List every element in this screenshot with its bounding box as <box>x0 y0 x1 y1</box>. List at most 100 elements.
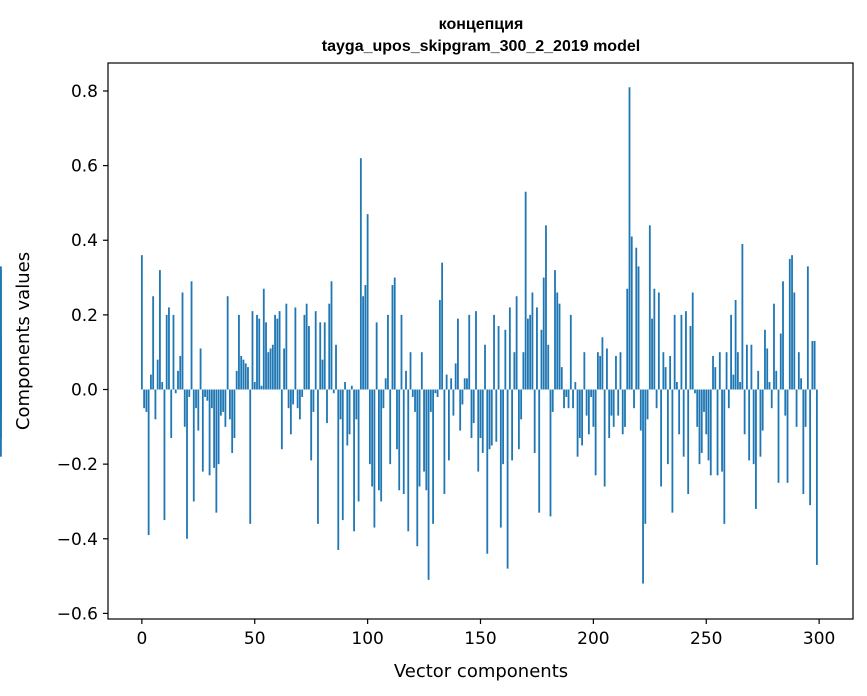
bar <box>400 314 403 390</box>
y-axis-ticks: −0.6 −0.4 −0.2 0.0 0.2 0.4 0.6 0.8 <box>57 82 108 624</box>
bar <box>463 378 466 390</box>
bar <box>447 389 450 461</box>
bar <box>788 258 791 390</box>
bar <box>384 378 387 390</box>
bar <box>603 389 606 487</box>
bar <box>786 389 789 483</box>
bar <box>382 389 385 409</box>
bar <box>452 389 455 416</box>
bar <box>610 389 613 416</box>
bar <box>707 389 710 461</box>
bar <box>601 337 604 390</box>
bar <box>303 314 306 390</box>
bar <box>238 314 240 390</box>
bar <box>226 296 229 390</box>
bar <box>757 370 760 390</box>
bar <box>797 352 800 390</box>
bar <box>806 266 809 390</box>
bar <box>802 389 805 494</box>
bar <box>168 307 170 390</box>
bar <box>691 292 694 390</box>
bar <box>339 389 342 420</box>
bar <box>540 329 543 390</box>
bar <box>662 352 665 390</box>
bar <box>335 344 337 390</box>
bar <box>522 352 525 390</box>
bar <box>524 191 527 390</box>
bar <box>337 389 340 550</box>
bar <box>321 359 324 390</box>
bar <box>698 389 701 465</box>
bar <box>639 389 642 431</box>
bar <box>391 285 394 390</box>
bar <box>287 389 290 409</box>
bar <box>240 355 243 390</box>
bar <box>443 389 446 494</box>
bar <box>398 389 401 491</box>
bar <box>736 352 739 390</box>
bar <box>154 389 157 420</box>
bar <box>529 314 532 390</box>
bar <box>587 389 590 435</box>
bar <box>470 389 473 439</box>
bar <box>310 389 313 461</box>
bar <box>258 318 261 390</box>
bar <box>655 389 658 409</box>
bar <box>414 389 416 412</box>
bar <box>700 389 703 453</box>
bar <box>359 158 362 390</box>
bar <box>432 389 434 524</box>
bar <box>393 277 396 390</box>
bar <box>621 389 624 435</box>
bar <box>149 374 152 390</box>
bar <box>490 389 493 446</box>
bar <box>495 389 498 442</box>
bar <box>775 370 778 390</box>
bar <box>213 389 216 468</box>
bar <box>536 307 538 390</box>
bar <box>782 281 784 390</box>
bar <box>0 389 2 409</box>
bar <box>174 389 177 394</box>
bar <box>276 318 279 390</box>
bar <box>596 352 599 390</box>
bar <box>165 314 168 390</box>
bar <box>332 389 335 394</box>
bar <box>265 322 267 390</box>
bar <box>427 389 430 580</box>
bar <box>271 344 274 390</box>
bar <box>630 236 633 390</box>
bar <box>680 314 683 390</box>
bar <box>515 296 518 390</box>
bar <box>312 389 315 412</box>
bar <box>368 389 371 465</box>
bar <box>294 307 297 390</box>
bar <box>685 311 687 390</box>
bar <box>438 299 441 390</box>
bar <box>459 389 462 431</box>
y-tick-label: 0.6 <box>71 157 98 177</box>
bar <box>558 303 561 390</box>
bar <box>375 322 378 390</box>
bar <box>752 389 755 465</box>
bar <box>773 303 775 390</box>
bar <box>723 389 726 524</box>
bar <box>664 367 667 390</box>
bar <box>484 344 486 390</box>
y-axis-label: Components values <box>13 252 34 430</box>
bar <box>434 389 437 394</box>
bar <box>626 288 629 390</box>
bar <box>721 389 723 472</box>
bar <box>689 326 692 390</box>
bar <box>143 389 146 409</box>
bar <box>346 389 349 446</box>
bar <box>371 389 374 487</box>
bar <box>696 389 699 427</box>
x-tick-label: 300 <box>803 629 835 649</box>
bar <box>608 389 611 439</box>
bar <box>642 389 644 584</box>
bar <box>179 355 182 390</box>
bar <box>183 389 186 427</box>
bar <box>244 363 247 390</box>
bar <box>247 367 249 390</box>
